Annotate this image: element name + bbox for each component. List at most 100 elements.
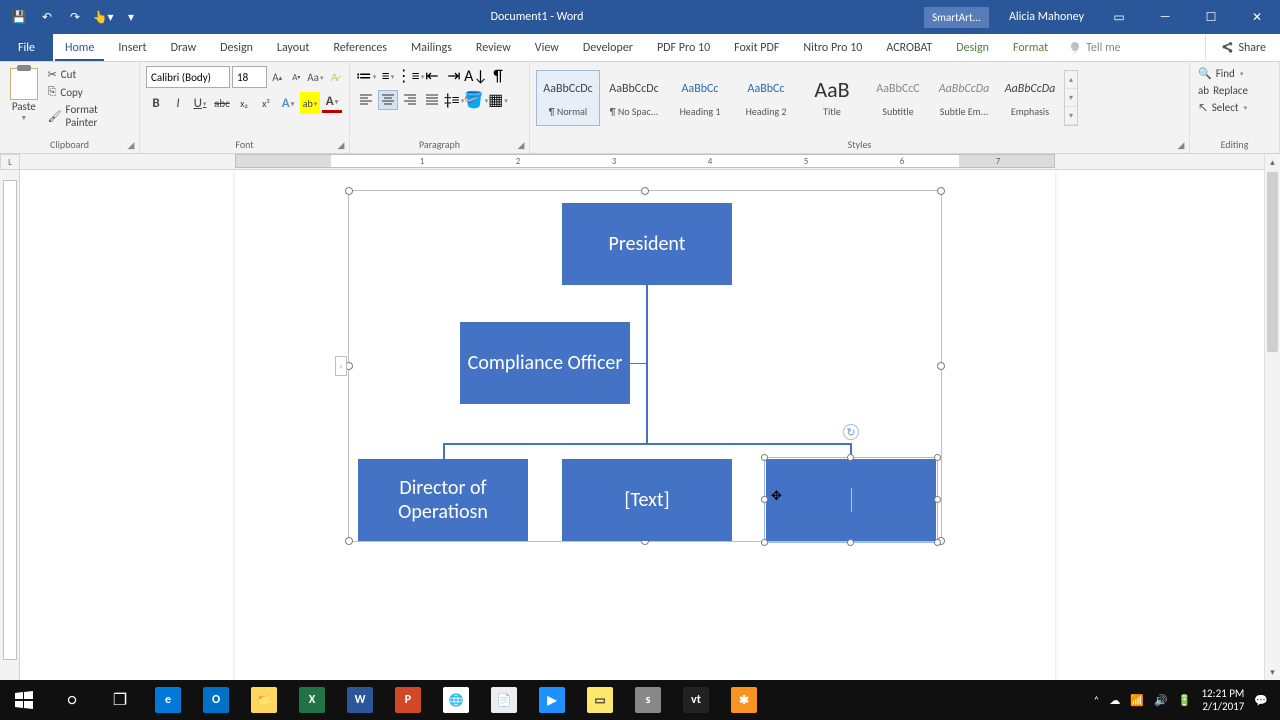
- frame-handle[interactable]: [641, 187, 649, 195]
- grow-font-button[interactable]: A▴: [269, 66, 286, 88]
- tab-foxit[interactable]: Foxit PDF: [722, 34, 791, 61]
- styles-scrollbar[interactable]: ▴▾▾: [1064, 70, 1078, 126]
- align-right-button[interactable]: [400, 90, 420, 110]
- taskbar-app-edge[interactable]: e: [144, 680, 192, 720]
- horizontal-ruler[interactable]: 1 2 3 4 5 6 7: [20, 154, 1264, 170]
- multilevel-list-button[interactable]: ⋮≡▾: [400, 66, 420, 86]
- minimize-icon[interactable]: —: [1142, 0, 1188, 34]
- line-spacing-button[interactable]: ‡≡▾: [444, 90, 464, 110]
- style-nospacing[interactable]: AaBbCcDc¶ No Spac...: [602, 70, 666, 126]
- shape-handle[interactable]: [761, 539, 768, 546]
- justify-button[interactable]: [422, 90, 442, 110]
- ribbon-options-icon[interactable]: ▭: [1096, 0, 1142, 34]
- tab-view[interactable]: View: [523, 34, 571, 61]
- shape-handle[interactable]: [934, 539, 941, 546]
- align-left-button[interactable]: [356, 90, 376, 110]
- cut-button[interactable]: ✂Cut: [46, 66, 133, 83]
- tab-insert[interactable]: Insert: [106, 34, 158, 61]
- decrease-indent-button[interactable]: ⇤: [422, 66, 442, 86]
- shrink-font-button[interactable]: A▾: [288, 66, 305, 88]
- task-view-button[interactable]: ❐: [96, 680, 144, 720]
- tab-references[interactable]: References: [321, 34, 399, 61]
- frame-handle[interactable]: [345, 187, 353, 195]
- orgchart-node-text[interactable]: [Text]: [562, 459, 732, 541]
- shape-handle[interactable]: [761, 454, 768, 461]
- select-button[interactable]: ↖Select▾: [1196, 100, 1273, 115]
- tab-pdfpro[interactable]: PDF Pro 10: [645, 34, 722, 61]
- style-subtitle[interactable]: AaBbCcCSubtitle: [866, 70, 930, 126]
- battery-icon[interactable]: 🔋: [1178, 694, 1192, 707]
- taskbar-app-gotomeeting[interactable]: ✱: [720, 680, 768, 720]
- taskbar-app-powerpoint[interactable]: P: [384, 680, 432, 720]
- smartart-text-pane-toggle[interactable]: ‹: [335, 356, 347, 376]
- style-heading1[interactable]: AaBbCcHeading 1: [668, 70, 732, 126]
- tab-acrobat[interactable]: ACROBAT: [874, 34, 944, 61]
- font-size-combo[interactable]: 18: [232, 66, 267, 88]
- frame-handle[interactable]: [937, 187, 945, 195]
- document-area[interactable]: ‹ President Compliance Officer Director …: [20, 170, 1264, 680]
- orgchart-node-director[interactable]: Director of Operatiosn: [358, 459, 528, 541]
- touch-mode-icon[interactable]: 👆▾: [92, 6, 114, 28]
- tell-me-search[interactable]: Tell me: [1060, 34, 1129, 61]
- vertical-scrollbar[interactable]: ▴ ▾: [1264, 154, 1280, 680]
- wifi-icon[interactable]: 📶: [1130, 694, 1144, 707]
- styles-dialog-launcher[interactable]: ◢: [1175, 139, 1187, 151]
- tab-review[interactable]: Review: [464, 34, 523, 61]
- taskbar-app-chrome[interactable]: 🌐: [432, 680, 480, 720]
- increase-indent-button[interactable]: ⇥: [444, 66, 464, 86]
- shape-handle[interactable]: [847, 454, 854, 461]
- taskbar-app-outlook[interactable]: O: [192, 680, 240, 720]
- style-subtle-emphasis[interactable]: AaBbCcDaSubtle Em...: [932, 70, 996, 126]
- bullets-button[interactable]: ≔▾: [356, 66, 376, 86]
- action-center-icon[interactable]: 💬: [1254, 694, 1268, 707]
- taskbar-app-vt[interactable]: vt: [672, 680, 720, 720]
- tab-mailings[interactable]: Mailings: [399, 34, 464, 61]
- show-marks-button[interactable]: ¶: [488, 66, 508, 86]
- tab-file[interactable]: File: [0, 34, 53, 61]
- tab-draw[interactable]: Draw: [159, 34, 209, 61]
- replace-button[interactable]: abReplace: [1196, 83, 1273, 98]
- align-center-button[interactable]: [378, 90, 398, 110]
- undo-icon[interactable]: ↶: [36, 6, 58, 28]
- taskbar-app-sticky[interactable]: ▭: [576, 680, 624, 720]
- tab-layout[interactable]: Layout: [265, 34, 322, 61]
- style-heading2[interactable]: AaBbCcHeading 2: [734, 70, 798, 126]
- taskbar-app-explorer[interactable]: 📁: [240, 680, 288, 720]
- taskbar-clock[interactable]: 12:21 PM 2/1/2017: [1201, 687, 1244, 713]
- shape-handle[interactable]: [847, 539, 854, 546]
- scroll-thumb[interactable]: [1267, 172, 1278, 352]
- font-color-button[interactable]: A▾: [322, 94, 342, 113]
- paste-button[interactable]: Paste ▼: [6, 66, 42, 131]
- clear-formatting-button[interactable]: A̷: [326, 66, 343, 88]
- tab-smartart-design[interactable]: Design: [944, 34, 1001, 61]
- styles-gallery[interactable]: AaBbCcDc¶ Normal AaBbCcDc¶ No Spac... Aa…: [536, 66, 1183, 130]
- frame-handle[interactable]: [345, 537, 353, 545]
- strikethrough-button[interactable]: abc: [212, 92, 232, 114]
- font-dialog-launcher[interactable]: ◢: [335, 139, 347, 151]
- orgchart-node-president[interactable]: President: [562, 203, 732, 285]
- find-button[interactable]: 🔍Find▾: [1196, 66, 1273, 81]
- tray-overflow-icon[interactable]: ˄: [1093, 694, 1099, 707]
- tab-smartart-format[interactable]: Format: [1001, 34, 1060, 61]
- sort-button[interactable]: A↓: [466, 66, 486, 86]
- redo-icon[interactable]: ↷: [64, 6, 86, 28]
- clipboard-dialog-launcher[interactable]: ◢: [125, 139, 137, 151]
- orgchart-node-compliance[interactable]: Compliance Officer: [460, 322, 630, 404]
- scroll-up-icon[interactable]: ▴: [1265, 154, 1280, 170]
- tab-home[interactable]: Home: [53, 34, 106, 61]
- taskbar-app-s[interactable]: s: [624, 680, 672, 720]
- superscript-button[interactable]: x²: [256, 92, 276, 114]
- volume-icon[interactable]: 🔊: [1154, 694, 1168, 707]
- taskbar-app-notepad[interactable]: 📄: [480, 680, 528, 720]
- start-button[interactable]: [0, 680, 48, 720]
- smartart-frame[interactable]: ‹ President Compliance Officer Director …: [348, 190, 942, 542]
- text-effects-button[interactable]: A▾: [278, 92, 298, 114]
- scroll-down-icon[interactable]: ▾: [1265, 664, 1280, 680]
- onedrive-icon[interactable]: ☁: [1109, 694, 1120, 707]
- font-name-combo[interactable]: Calibri (Body): [146, 66, 230, 88]
- taskbar-app-word[interactable]: W: [336, 680, 384, 720]
- tab-developer[interactable]: Developer: [571, 34, 645, 61]
- vertical-ruler[interactable]: [0, 170, 20, 680]
- shading-button[interactable]: 🪣▾: [466, 90, 486, 110]
- tab-nitro[interactable]: Nitro Pro 10: [791, 34, 874, 61]
